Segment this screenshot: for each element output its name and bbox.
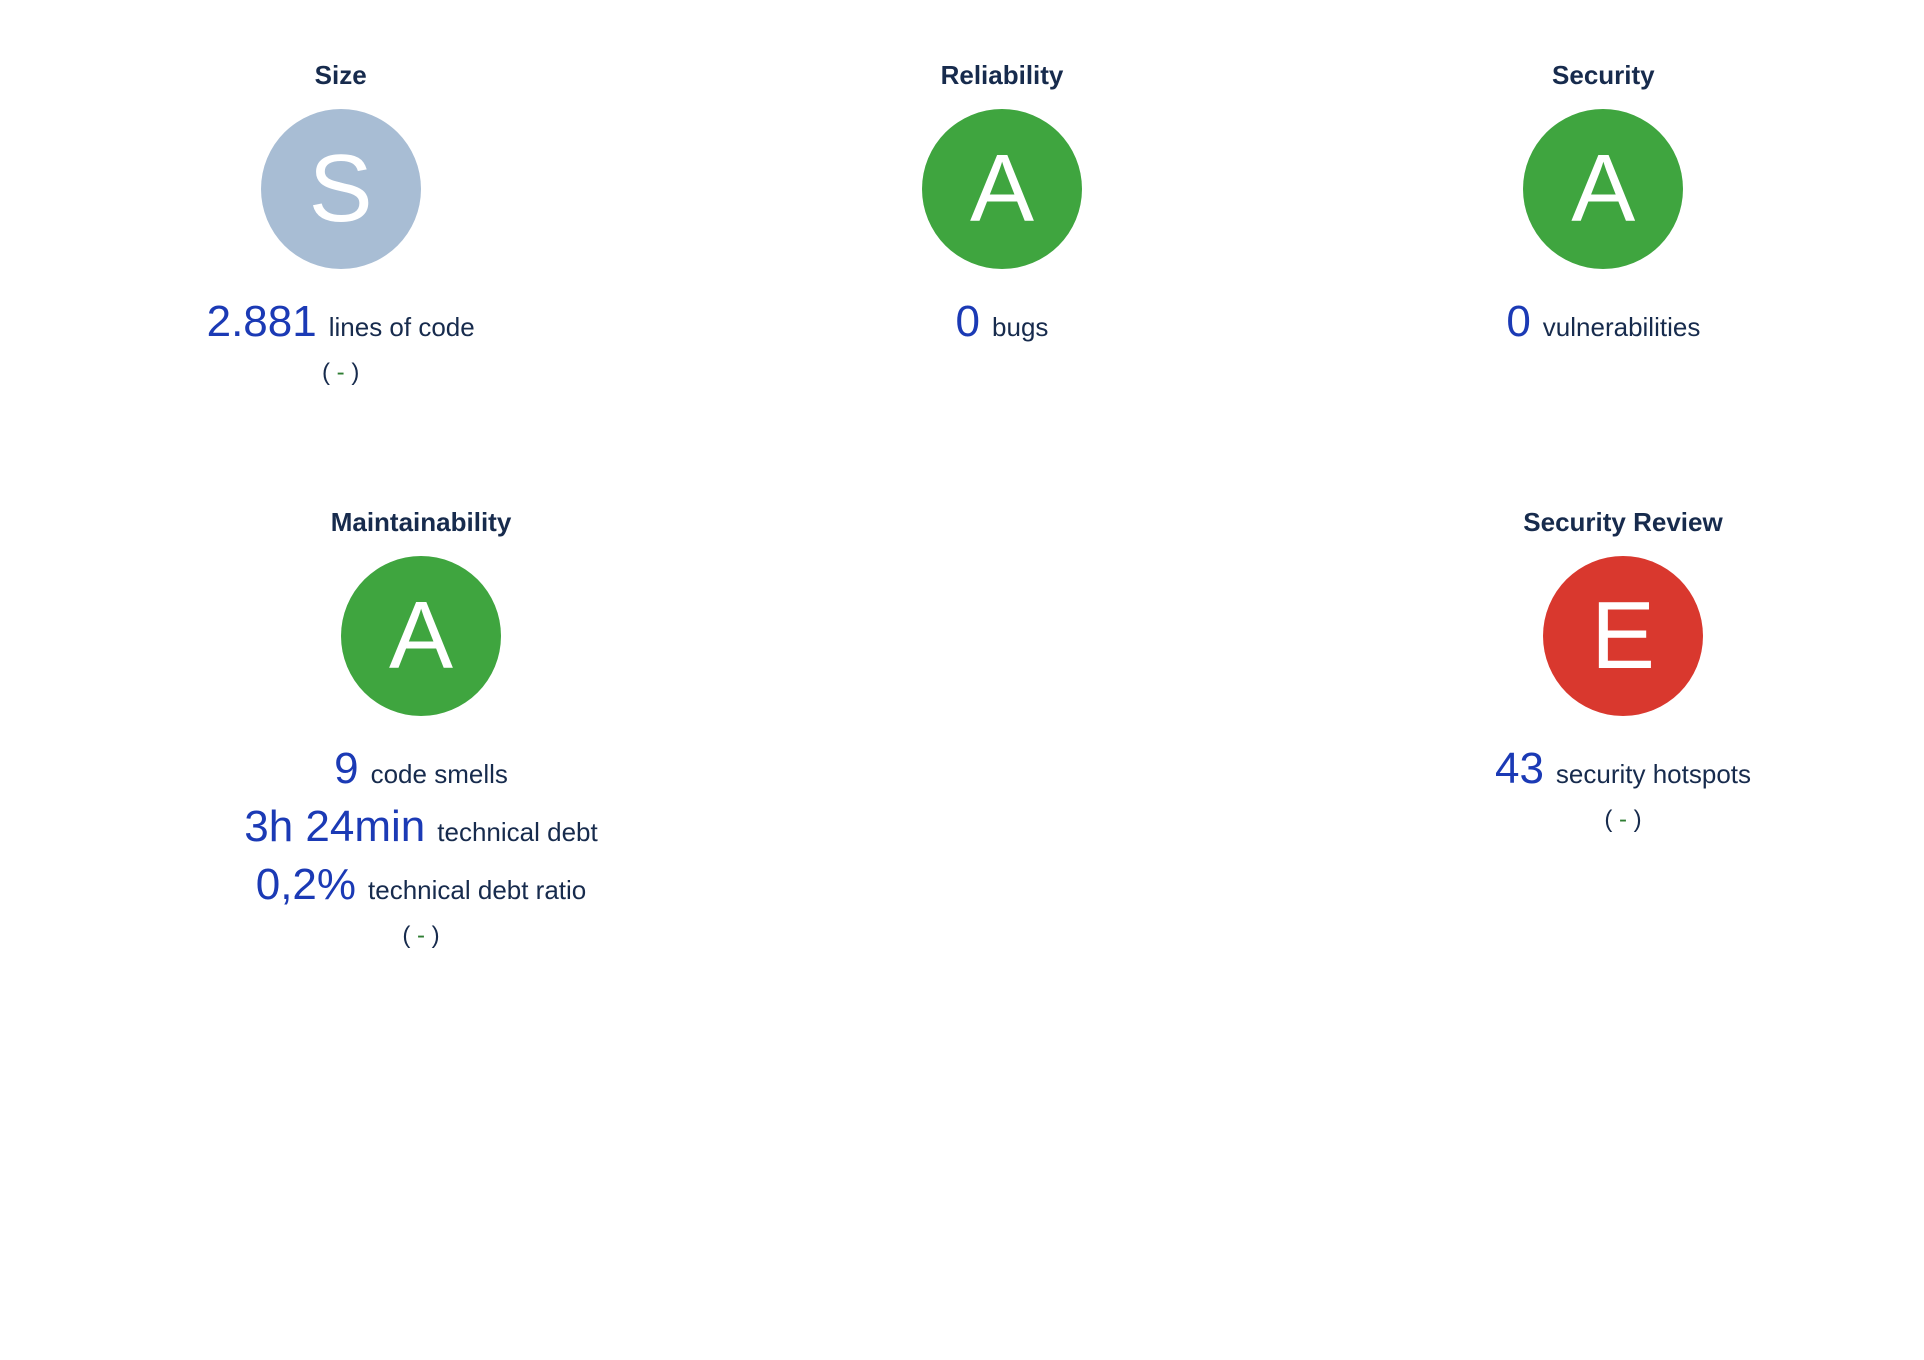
reliability-bugs-value[interactable]: 0 <box>956 297 980 347</box>
maintainability-badge: A <box>341 556 501 716</box>
maintainability-badge-letter: A <box>389 588 453 684</box>
maintainability-ratio-label: technical debt ratio <box>368 875 586 906</box>
maintainability-title: Maintainability <box>331 507 512 538</box>
maintainability-metric-ratio: 0,2% technical debt ratio <box>256 860 587 910</box>
maintainability-debt-value[interactable]: 3h 24min <box>244 802 425 852</box>
security-review-card: Security Review E 43 security hotspots (… <box>1362 507 1884 950</box>
maintainability-trend: ( - ) <box>402 922 439 950</box>
security-review-trend: ( - ) <box>1604 806 1641 834</box>
size-metric-loc: 2.881 lines of code <box>207 297 475 347</box>
size-loc-value[interactable]: 2.881 <box>207 297 317 347</box>
security-review-hotspots-value[interactable]: 43 <box>1495 744 1544 794</box>
size-trend: ( - ) <box>322 359 359 387</box>
security-card: Security A 0 vulnerabilities <box>1323 60 1884 387</box>
maintainability-smells-label: code smells <box>371 759 508 790</box>
maintainability-metric-debt: 3h 24min technical debt <box>244 802 597 852</box>
maintainability-ratio-value[interactable]: 0,2% <box>256 860 356 910</box>
security-vulns-value[interactable]: 0 <box>1506 297 1530 347</box>
size-badge: S <box>261 109 421 269</box>
metrics-row-2: Maintainability A 9 code smells 3h 24min… <box>40 507 1884 950</box>
reliability-badge-letter: A <box>970 141 1034 237</box>
size-card: Size S 2.881 lines of code ( - ) <box>60 60 621 387</box>
security-review-metric-hotspots: 43 security hotspots <box>1495 744 1751 794</box>
reliability-title: Reliability <box>941 60 1064 91</box>
reliability-badge: A <box>922 109 1082 269</box>
maintainability-metric-smells: 9 code smells <box>334 744 508 794</box>
security-badge: A <box>1523 109 1683 269</box>
metrics-row-1: Size S 2.881 lines of code ( - ) Reliabi… <box>40 60 1884 387</box>
maintainability-debt-label: technical debt <box>437 817 597 848</box>
reliability-bugs-label: bugs <box>992 312 1048 343</box>
security-review-title: Security Review <box>1523 507 1722 538</box>
security-review-hotspots-label: security hotspots <box>1556 759 1751 790</box>
reliability-card: Reliability A 0 bugs <box>721 60 1282 387</box>
reliability-metric-bugs: 0 bugs <box>956 297 1049 347</box>
security-review-badge-letter: E <box>1591 588 1655 684</box>
size-badge-letter: S <box>309 141 373 237</box>
size-loc-label: lines of code <box>329 312 475 343</box>
security-vulns-label: vulnerabilities <box>1543 312 1701 343</box>
maintainability-smells-value[interactable]: 9 <box>334 744 358 794</box>
security-title: Security <box>1552 60 1655 91</box>
security-badge-letter: A <box>1571 141 1635 237</box>
security-review-badge: E <box>1543 556 1703 716</box>
security-metric-vulns: 0 vulnerabilities <box>1506 297 1700 347</box>
maintainability-card: Maintainability A 9 code smells 3h 24min… <box>160 507 682 950</box>
size-title: Size <box>315 60 367 91</box>
